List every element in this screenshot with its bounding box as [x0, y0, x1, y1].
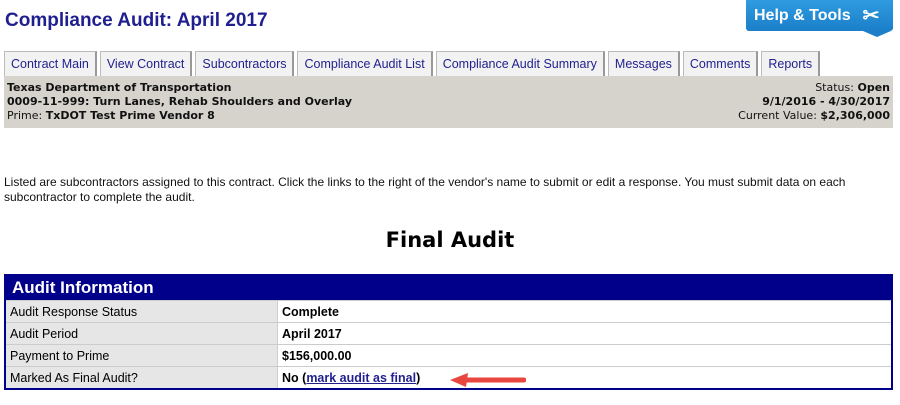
section-heading: Final Audit [385, 228, 515, 252]
instructions-text: Listed are subcontractors assigned to th… [4, 175, 846, 204]
table-title: Audit Information [5, 275, 892, 301]
tab-compliance-audit-summary[interactable]: Compliance Audit Summary [435, 51, 605, 76]
table-row: Audit Response Status Complete [4, 300, 893, 323]
help-tools-label: Help & Tools [754, 6, 851, 24]
tab-messages[interactable]: Messages [607, 51, 680, 76]
tab-contract-main[interactable]: Contract Main [4, 51, 97, 76]
row-label: Payment to Prime [4, 344, 278, 367]
prime-vendor: TxDOT Test Prime Vendor 8 [45, 109, 215, 122]
row-value: April 2017 [277, 322, 893, 345]
audit-info-table: Audit Information Audit Response Status C… [4, 274, 893, 390]
prime-label: Prime: [7, 109, 43, 122]
arrow-pointer-icon [450, 373, 526, 387]
row-label: Marked As Final Audit? [4, 366, 278, 390]
tab-compliance-audit-list[interactable]: Compliance Audit List [297, 51, 433, 76]
contract-value: $2,306,000 [820, 109, 890, 122]
row-value-cell: No (mark audit as final) [277, 366, 893, 390]
final-audit-value: No [282, 370, 299, 385]
tab-subcontractors[interactable]: Subcontractors [195, 51, 295, 76]
value-label: Current Value: [738, 109, 817, 122]
contract-dates: 9/1/2016 - 4/30/2017 [762, 95, 890, 108]
tools-icon: ✂ [862, 5, 880, 27]
row-label: Audit Response Status [4, 300, 278, 323]
table-row: Audit Period April 2017 [4, 322, 893, 345]
tab-reports[interactable]: Reports [761, 51, 821, 76]
row-label: Audit Period [4, 322, 278, 345]
tab-bar: Contract Main View Contract Subcontracto… [4, 51, 821, 76]
tab-view-contract[interactable]: View Contract [99, 51, 193, 76]
row-value: $156,000.00 [277, 344, 893, 367]
status-label: Status: [815, 81, 854, 94]
contract-info-panel: Texas Department of Transportation 0009-… [4, 76, 893, 128]
help-tools-button[interactable]: Help & Tools ✂ [746, 0, 893, 37]
mark-audit-final-link[interactable]: mark audit as final [306, 370, 417, 385]
agency-name: Texas Department of Transportation [7, 81, 232, 94]
table-row: Marked As Final Audit? No (mark audit as … [4, 366, 893, 390]
tab-comments[interactable]: Comments [682, 51, 759, 76]
project-name: 0009-11-999: Turn Lanes, Rehab Shoulders… [7, 95, 353, 108]
contract-status: Open [857, 81, 890, 94]
page-title: Compliance Audit: April 2017 [5, 10, 268, 31]
table-row: Payment to Prime $156,000.00 [4, 344, 893, 367]
row-value: Complete [277, 300, 893, 323]
